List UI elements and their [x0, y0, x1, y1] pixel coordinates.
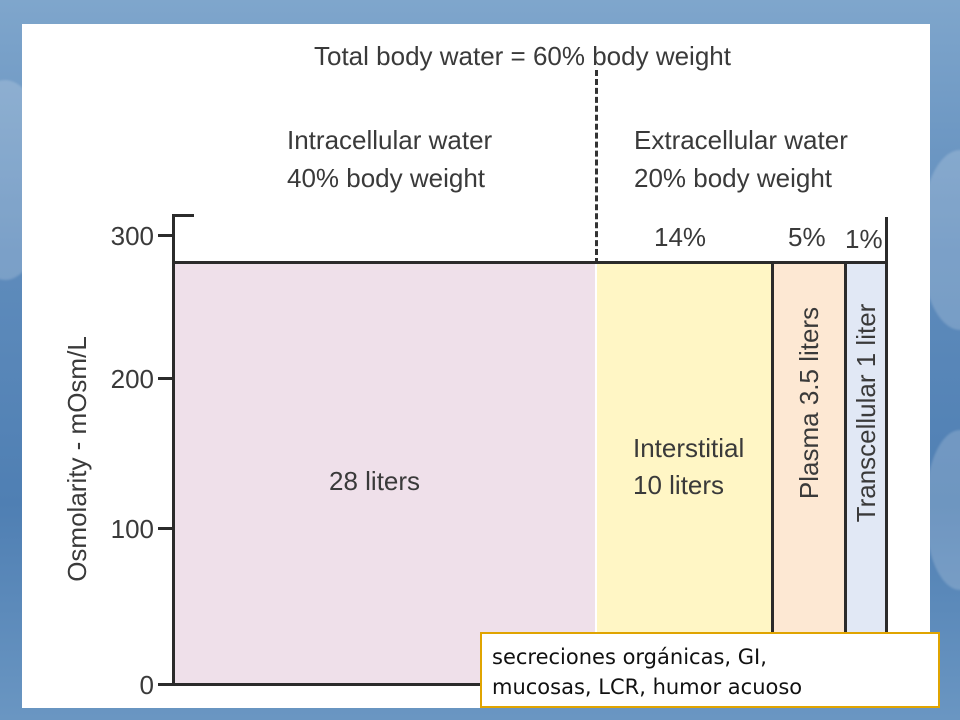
y-tick-label: 300 [110, 221, 154, 251]
interstitial-label: Interstitial [633, 433, 745, 463]
transcellular-compartment: Transcellular 1 liter [847, 263, 885, 685]
intracellular-header-line1: Intracellular water [287, 125, 493, 155]
interstitial-volume: 10 liters [633, 470, 725, 500]
diagram-panel: Total body water = 60% body weight Intra… [22, 24, 930, 708]
annotation-note: secreciones orgánicas, GI, mucosas, LCR,… [480, 632, 940, 708]
y-axis-line [172, 214, 175, 686]
plasma-compartment: Plasma 3.5 liters [774, 263, 845, 685]
annotation-note-line2: mucosas, LCR, humor acuoso [492, 675, 803, 699]
top-boundary-line [172, 261, 888, 264]
extracellular-header-line1: Extracellular water [634, 125, 848, 155]
extracellular-header-line2: 20% body weight [634, 163, 833, 193]
y-tick-label: 0 [139, 670, 154, 700]
diagram-title: Total body water = 60% body weight [314, 41, 731, 71]
intracellular-header-line2: 40% body weight [287, 163, 486, 193]
y-tick-mark [158, 377, 172, 380]
interstitial-percent: 14% [654, 222, 707, 252]
y-axis-top-cap [172, 214, 194, 217]
y-tick-label: 200 [110, 364, 154, 394]
divider-plasma-transcellular [844, 263, 847, 685]
divider-interstitial-plasma [771, 263, 774, 685]
transcellular-label: Transcellular 1 liter [851, 303, 881, 523]
y-tick-mark [158, 527, 172, 530]
transcellular-percent: 1% [845, 224, 883, 254]
annotation-note-line1: secreciones orgánicas, GI, [492, 645, 767, 669]
right-boundary-line [885, 217, 888, 685]
intracellular-volume: 28 liters [329, 466, 421, 496]
y-tick-label: 100 [110, 514, 154, 544]
background-decoration [925, 430, 960, 590]
plasma-label: Plasma 3.5 liters [794, 306, 824, 500]
y-tick-mark [158, 234, 172, 237]
y-tick-mark [158, 683, 172, 686]
interstitial-compartment: Interstitial 10 liters [597, 263, 772, 685]
intracellular-compartment: 28 liters [174, 263, 595, 685]
plasma-percent: 5% [788, 222, 826, 252]
dashed-divider [595, 70, 598, 264]
y-axis-title: Osmolarity - mOsm/L [62, 336, 92, 582]
